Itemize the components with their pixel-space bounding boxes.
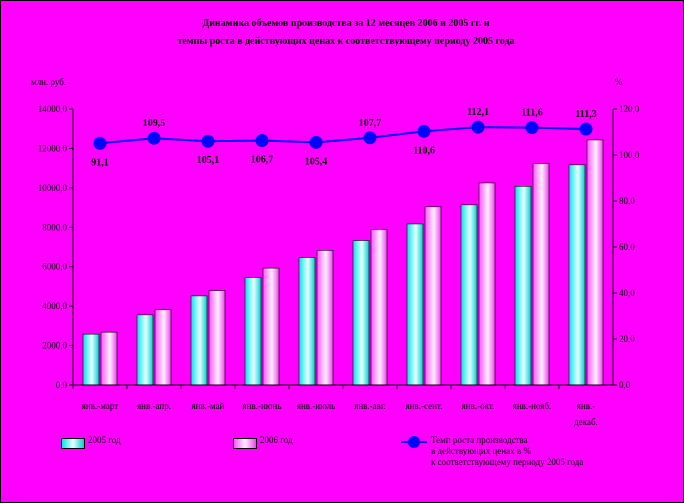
bar-2005 bbox=[244, 277, 262, 386]
bar-2005 bbox=[136, 314, 154, 386]
bar-2005 bbox=[514, 185, 532, 386]
growth-point bbox=[255, 134, 269, 148]
chart-title-line-1: Динамика объемов производства за 12 меся… bbox=[202, 18, 490, 29]
legend-item-growth: Темп роста производства в действующих це… bbox=[401, 435, 583, 468]
x-axis: янв.-март янв.-апр. янв.-май янв.-июнь янв.-… bbox=[72, 384, 613, 427]
growth-point bbox=[525, 121, 539, 135]
y-right-tick-label: 40,0 bbox=[619, 288, 635, 298]
growth-point-label: 105,1 bbox=[197, 155, 220, 166]
growth-point-label: 107,7 bbox=[359, 118, 382, 129]
bar-2005 bbox=[352, 240, 370, 386]
growth-point-label: 112,1 bbox=[467, 107, 489, 118]
bar-2006 bbox=[100, 331, 118, 386]
growth-point-label: 109,5 bbox=[143, 118, 166, 129]
bar-2005 bbox=[406, 223, 424, 386]
y-right-tick-label: 120,0 bbox=[619, 104, 640, 114]
bar-2005 bbox=[460, 204, 478, 386]
growth-point bbox=[363, 131, 377, 145]
growth-point bbox=[201, 134, 215, 148]
y-right-tick-label: 60,0 bbox=[619, 242, 635, 252]
bar-2006 bbox=[316, 250, 334, 386]
y-left-tick-label: 10000,0 bbox=[38, 183, 68, 193]
bar-series bbox=[82, 139, 604, 386]
y-right-unit-label: % bbox=[615, 77, 623, 87]
growth-point-label: 110,6 bbox=[413, 145, 435, 156]
bar-2005 bbox=[82, 333, 100, 386]
x-tick-label: янв.-июль bbox=[297, 401, 335, 411]
growth-line-series: 91,1 109,5 105,1 106,7 105,4 107,7 110,6 112,1 1… bbox=[91, 107, 596, 168]
y-right-tick-label: 80,0 bbox=[619, 196, 635, 206]
y-left-tick-label: 14000,0 bbox=[38, 104, 68, 114]
x-tick-label: янв.-декаб. bbox=[574, 401, 598, 427]
growth-point bbox=[471, 120, 485, 134]
x-tick-label: янв.-окт. bbox=[462, 401, 495, 411]
growth-point bbox=[147, 131, 161, 145]
legend-label-2006: 2006 год bbox=[260, 435, 293, 445]
x-tick-label: янв.-март bbox=[82, 401, 118, 411]
bar-2006 bbox=[532, 163, 550, 386]
bar-2006 bbox=[478, 182, 496, 386]
legend-line-marker bbox=[401, 436, 427, 448]
y-left-tick-label: 2000,0 bbox=[42, 341, 67, 351]
y-left-axis: 0,0 2000,0 4000,0 6000,0 8000,0 10000,0 12000,… bbox=[38, 104, 74, 390]
y-left-tick-label: 6000,0 bbox=[42, 262, 67, 272]
bar-2006 bbox=[208, 290, 226, 386]
legend-label-growth: Темп роста производства в действующих це… bbox=[431, 435, 584, 467]
bar-2005 bbox=[190, 295, 208, 386]
legend-swatch-2005 bbox=[61, 438, 85, 449]
y-left-tick-label: 12000,0 bbox=[38, 143, 68, 153]
growth-point bbox=[93, 136, 107, 150]
legend-item-2005: 2005 год bbox=[61, 435, 121, 449]
bar-2006 bbox=[262, 267, 280, 386]
x-tick-label: янв.-сент. bbox=[406, 401, 443, 411]
legend: 2005 год 2006 год Темп роста производств… bbox=[61, 435, 661, 491]
growth-point-label: 106,7 bbox=[251, 155, 274, 166]
x-tick-label: янв.-авг. bbox=[354, 401, 386, 411]
bar-2005 bbox=[298, 257, 316, 386]
y-left-tick-label: 0,0 bbox=[56, 380, 68, 390]
growth-point bbox=[417, 124, 431, 138]
growth-point-label: 111,6 bbox=[521, 108, 542, 119]
bar-2006 bbox=[586, 139, 604, 386]
y-left-unit-label: млн. руб. bbox=[31, 77, 66, 87]
bar-2006 bbox=[424, 206, 442, 386]
chart-title: Динамика объемов производства за 12 меся… bbox=[61, 15, 631, 51]
x-tick-label: янв.-июнь bbox=[243, 401, 282, 411]
growth-point-label: 105,4 bbox=[305, 156, 328, 167]
chart-title-line-2: темпы роста в действующих ценах к соотве… bbox=[177, 36, 515, 47]
y-left-tick-label: 8000,0 bbox=[42, 222, 67, 232]
bar-2005 bbox=[568, 164, 586, 386]
growth-line bbox=[99, 126, 587, 145]
y-left-tick-label: 4000,0 bbox=[42, 301, 67, 311]
y-right-tick-label: 20,0 bbox=[619, 334, 635, 344]
bar-2006 bbox=[370, 228, 388, 386]
growth-point bbox=[309, 135, 323, 149]
x-tick-label: янв.-нояб. bbox=[513, 401, 552, 411]
growth-point-label: 91,1 bbox=[91, 157, 109, 168]
x-tick-label: янв.-апр. bbox=[137, 401, 171, 411]
y-right-axis: 0,0 20,0 40,0 60,0 80,0 100,0 120,0 bbox=[612, 104, 640, 390]
y-right-tick-label: 100,0 bbox=[619, 150, 640, 160]
legend-item-2006: 2006 год bbox=[233, 435, 293, 449]
y-right-tick-label: 0,0 bbox=[619, 380, 631, 390]
growth-point-label: 111,3 bbox=[575, 109, 596, 120]
legend-swatch-2006 bbox=[233, 438, 257, 449]
x-tick-label: янв.-май bbox=[192, 401, 225, 411]
bar-2006 bbox=[154, 309, 172, 386]
growth-point bbox=[579, 122, 593, 136]
legend-label-2005: 2005 год bbox=[88, 435, 121, 445]
